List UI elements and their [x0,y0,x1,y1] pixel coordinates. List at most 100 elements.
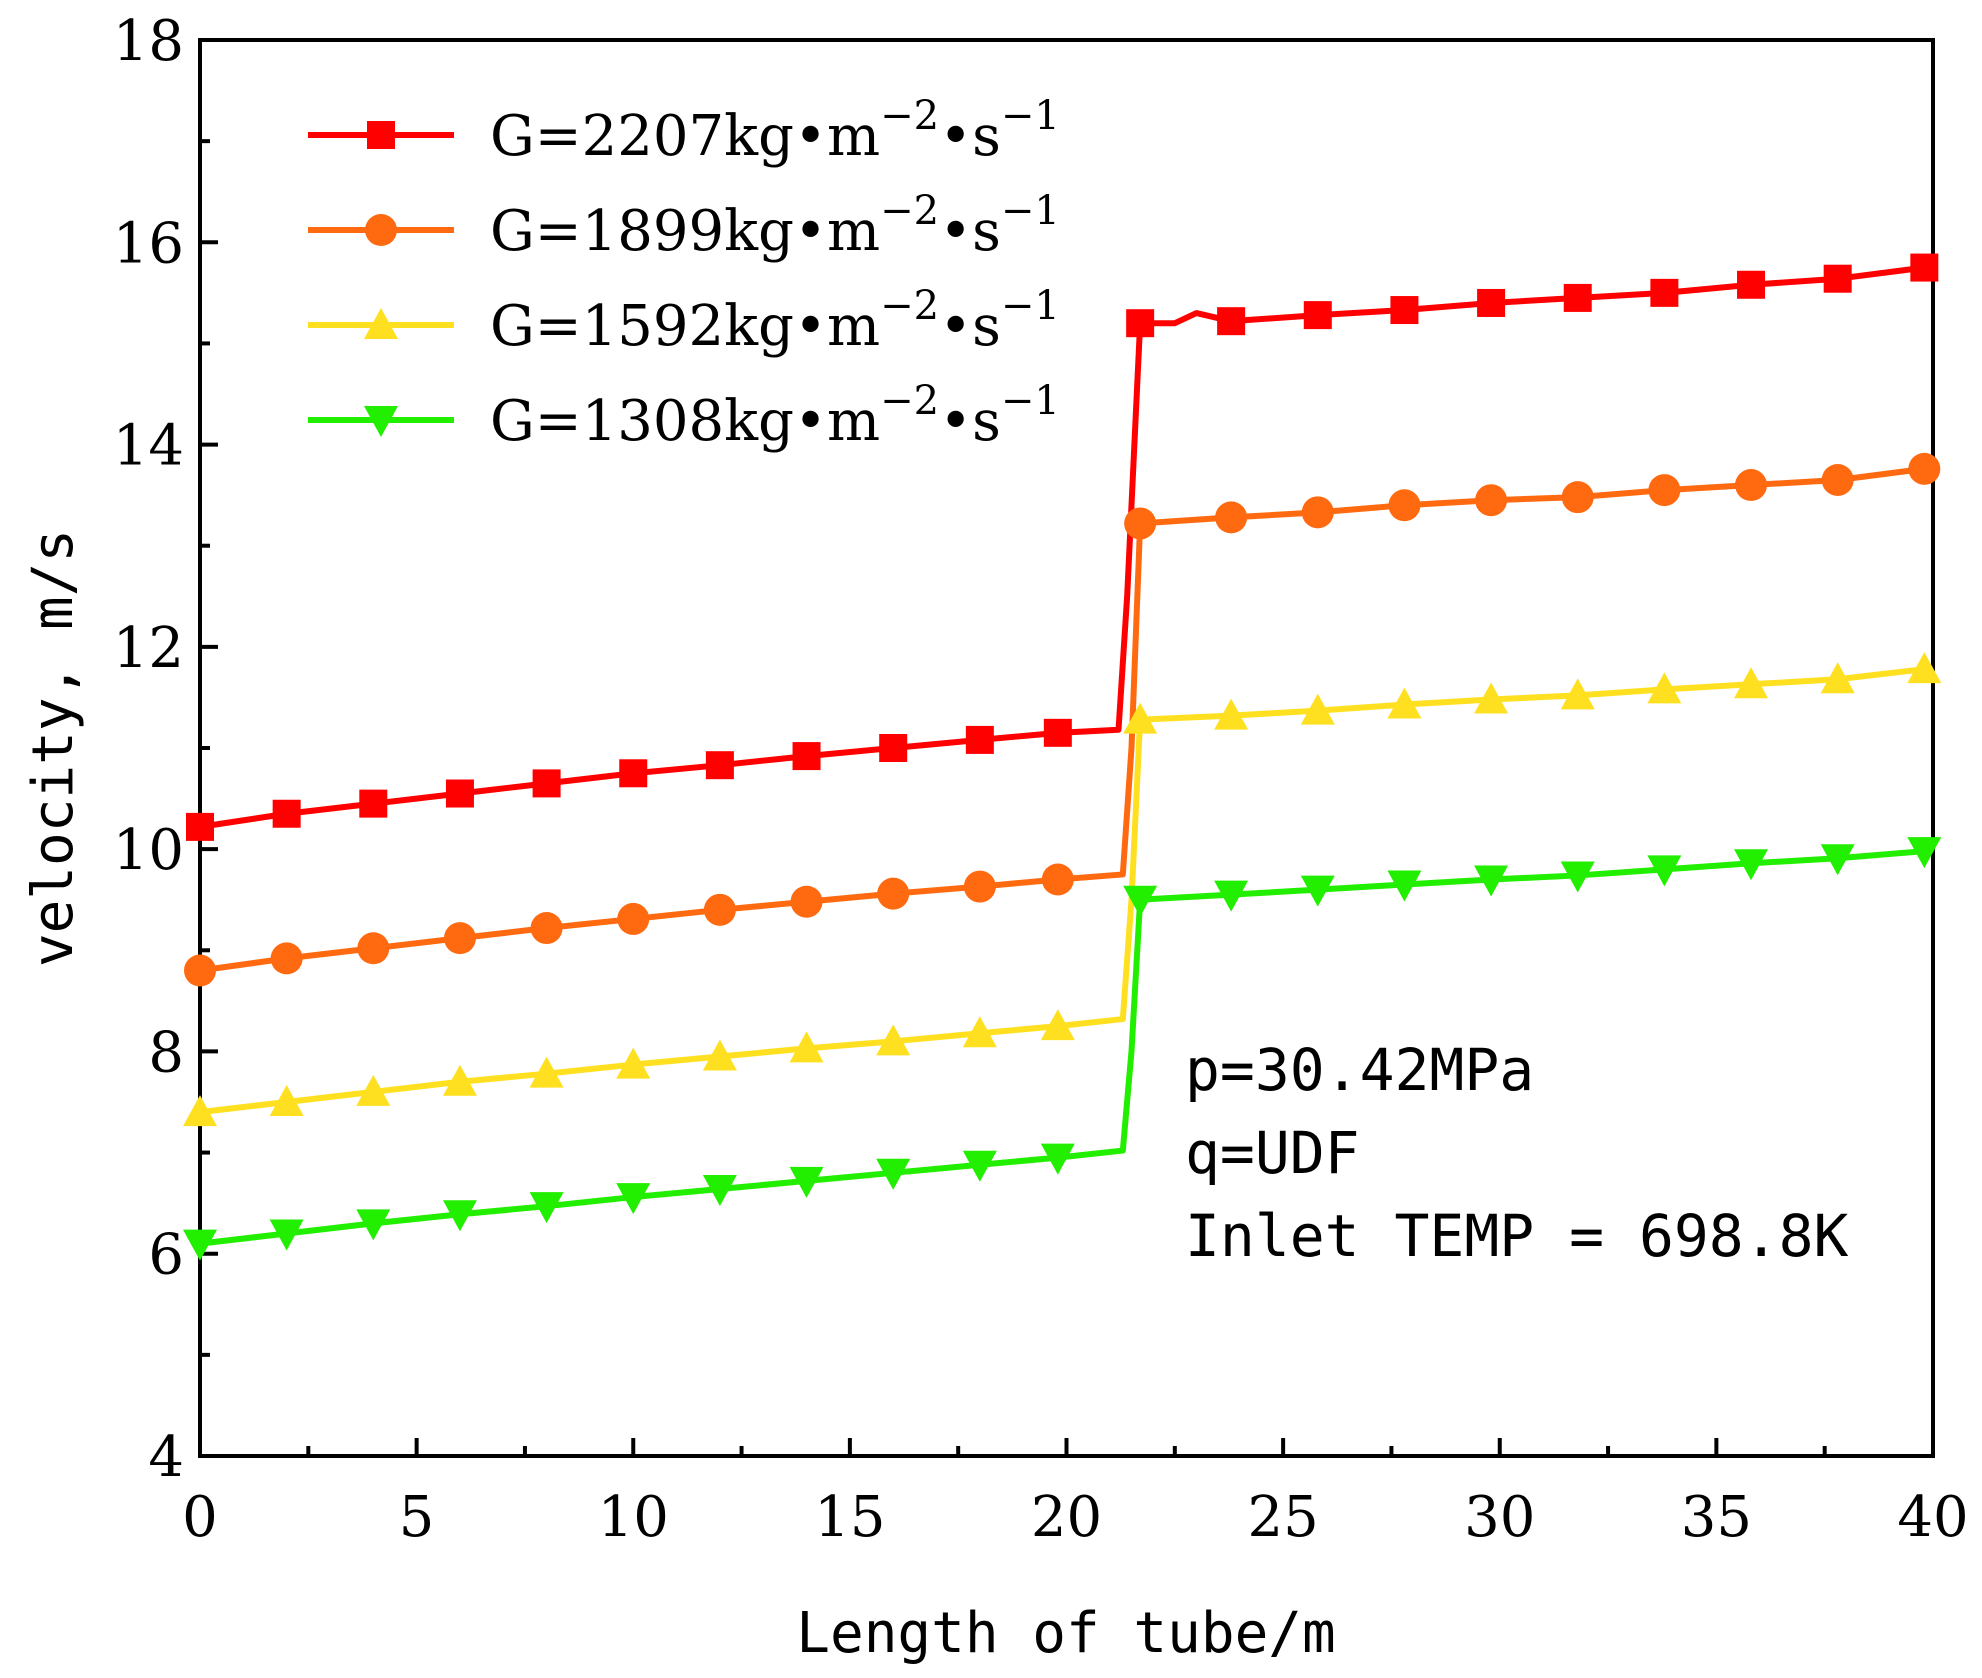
legend-label: G=1899kg•m−2•s−1 [490,188,1060,264]
data-point [790,885,823,918]
legend-exponent: −1 [1001,378,1060,424]
data-point [963,870,996,903]
data-point [1300,693,1335,725]
x-tick-label: 30 [1464,1485,1535,1550]
legend-item-1: G=1899kg•m−2•s−1 [308,188,1060,264]
data-point [617,902,650,935]
data-point [184,954,216,987]
data-point [702,1039,737,1071]
series-layer [183,253,1942,1261]
plot-area [198,38,1935,1458]
legend-item-0: G=2207kg•m−2•s−1 [308,93,1060,169]
data-point [1734,667,1769,699]
data-point [183,1229,217,1261]
x-tick-label: 25 [1247,1485,1318,1550]
data-point [1474,682,1509,714]
legend-exponent: −1 [1001,93,1060,139]
data-point [1040,1143,1075,1175]
legend-label: G=2207kg•m−2•s−1 [490,93,1060,169]
series-line [199,465,1925,974]
legend-mid: •s [939,389,1001,454]
x-axis-title: Length of tube/m [796,1601,1335,1666]
y-tick-label: 6 [148,1223,184,1288]
data-point [270,942,303,975]
data-point [1648,474,1681,507]
data-point [1388,489,1421,522]
y-tick-label: 16 [113,211,184,276]
data-point [789,1031,824,1063]
legend-marker [365,214,397,246]
data-point [1215,501,1248,534]
data-point [1821,463,1854,496]
data-point [1910,253,1939,282]
y-axis: 4 6 8 10 12 14 16 18 [113,9,218,1490]
data-point [616,1047,651,1079]
data-point [356,1074,391,1106]
data-point [1650,278,1679,307]
legend-marker [367,121,395,149]
annotation-pressure: p=30.42MPa [1185,1036,1534,1104]
data-point [1390,296,1419,325]
legend-marker [364,406,398,437]
legend-exponent: −2 [880,188,939,234]
data-point [1387,687,1422,719]
legend-marker [364,308,398,339]
data-point [1735,469,1768,502]
data-point [1560,678,1595,710]
data-point [792,742,821,771]
data-point [442,1200,477,1232]
data-point [186,812,214,841]
series-line [199,666,1925,1116]
data-point [1734,849,1769,881]
x-tick-label: 5 [399,1485,435,1550]
data-point [877,877,910,910]
series-2 [183,652,1942,1127]
legend-base: G=1899kg•m [490,199,880,264]
data-point [1040,1009,1075,1041]
legend: G=2207kg•m−2•s−1G=1899kg•m−2•s−1G=1592kg… [308,93,1060,454]
data-point [530,912,563,945]
data-point [1303,301,1332,330]
y-tick-label: 14 [113,414,184,479]
data-point [532,769,561,798]
data-point [876,1024,911,1056]
x-tick-label: 0 [182,1485,218,1550]
annotations: p=30.42MPa q=UDF Inlet TEMP = 698.8K [1185,1036,1849,1270]
y-axis-title: velocity, m/s [21,529,86,967]
data-point [356,1209,391,1241]
data-point [269,1085,304,1116]
legend-item-2: G=1592kg•m−2•s−1 [308,283,1060,359]
annotation-heat-flux: q=UDF [1185,1119,1360,1187]
data-point [962,1016,997,1048]
data-point [1560,861,1595,893]
x-tick-label: 40 [1897,1485,1968,1550]
y-tick-label: 10 [113,818,184,883]
series-0 [186,253,1939,841]
data-point [1561,481,1594,514]
annotation-inlet-temp: Inlet TEMP = 698.8K [1185,1202,1849,1270]
data-point [703,893,736,926]
legend-label: G=1308kg•m−2•s−1 [490,378,1060,454]
data-point [183,1095,217,1127]
data-point [529,1192,564,1224]
y-tick-label: 12 [113,616,184,681]
y-tick-label: 18 [113,9,184,74]
data-point [1908,452,1941,485]
data-point [529,1056,564,1088]
data-point [1217,307,1246,336]
data-point [962,1150,997,1182]
series-1 [184,452,1941,987]
data-point [1124,507,1157,540]
data-point [619,759,648,788]
data-point [443,922,476,955]
legend-exponent: −2 [880,378,939,424]
legend-exponent: −2 [880,93,939,139]
x-tick-label: 35 [1681,1485,1752,1550]
legend-mid: •s [939,294,1001,359]
data-point [1907,652,1942,684]
data-point [876,1158,911,1190]
data-point [789,1166,824,1198]
legend-base: G=1592kg•m [490,294,880,359]
legend-item-3: G=1308kg•m−2•s−1 [308,378,1060,454]
